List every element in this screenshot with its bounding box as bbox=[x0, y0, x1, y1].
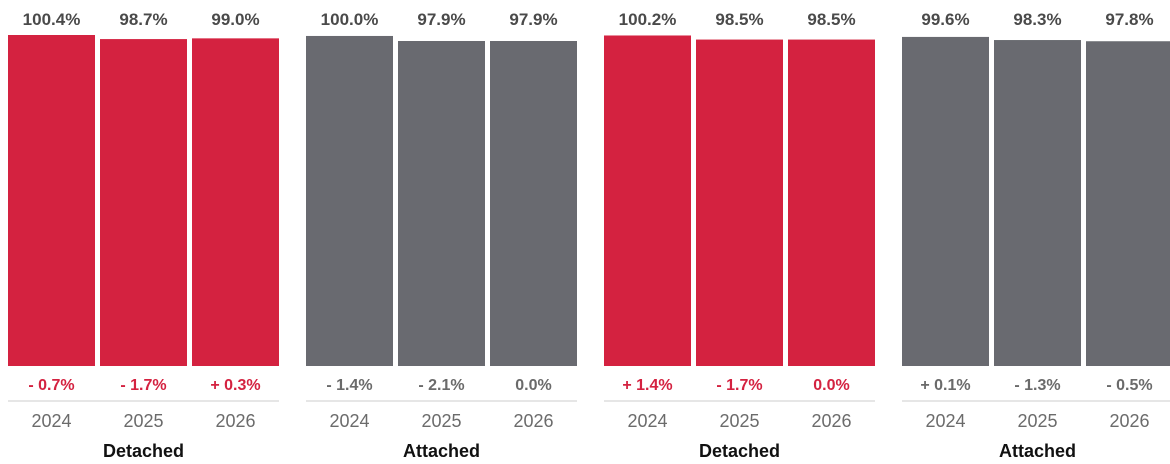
change-label: - 0.5% bbox=[1106, 377, 1152, 394]
x-tick-label: 2026 bbox=[1109, 411, 1149, 431]
value-label: 100.2% bbox=[619, 10, 677, 29]
bar-detached-2026 bbox=[788, 39, 875, 367]
group-label: Attached bbox=[999, 441, 1076, 461]
value-label: 100.0% bbox=[321, 10, 379, 29]
bar-detached-2025 bbox=[696, 39, 783, 367]
value-label: 98.7% bbox=[119, 10, 167, 29]
value-label: 98.5% bbox=[807, 10, 855, 29]
value-label: 97.9% bbox=[509, 10, 557, 29]
group-label: Detached bbox=[699, 441, 780, 461]
value-label: 97.9% bbox=[417, 10, 465, 29]
x-tick-label: 2025 bbox=[1017, 411, 1057, 431]
bar-attached-2026 bbox=[490, 41, 577, 366]
bar-detached-2024 bbox=[8, 35, 95, 366]
change-label: - 1.7% bbox=[716, 377, 762, 394]
group-label: Detached bbox=[103, 441, 184, 461]
value-label: 99.6% bbox=[921, 10, 969, 29]
change-label: 0.0% bbox=[813, 377, 849, 394]
bar-attached-2025 bbox=[398, 41, 485, 366]
change-label: - 1.3% bbox=[1014, 377, 1060, 394]
bar-attached-2026 bbox=[1086, 41, 1170, 367]
change-label: + 0.1% bbox=[920, 377, 970, 394]
x-tick-label: 2024 bbox=[627, 411, 667, 431]
change-label: - 1.4% bbox=[326, 377, 372, 394]
x-tick-label: 2024 bbox=[925, 411, 965, 431]
x-tick-label: 2025 bbox=[123, 411, 163, 431]
value-label: 98.5% bbox=[715, 10, 763, 29]
value-label: 100.4% bbox=[23, 10, 81, 29]
x-tick-label: 2024 bbox=[31, 411, 71, 431]
x-tick-label: 2026 bbox=[513, 411, 553, 431]
x-tick-label: 2025 bbox=[421, 411, 461, 431]
change-label: - 2.1% bbox=[418, 377, 464, 394]
panel-4: 99.6% + 0.1% 2024 98.3% - 1.3% 2025 97.8% - 0.5… bbox=[902, 10, 1170, 461]
panel-3: 100.2% + 1.4% 2024 98.5% - 1.7% 2025 98.5% 0.0%… bbox=[604, 10, 875, 461]
value-label: 99.0% bbox=[211, 10, 259, 29]
value-label: 97.8% bbox=[1105, 10, 1153, 29]
bar-attached-2024 bbox=[306, 35, 393, 367]
panel-2: 100.0% - 1.4% 2024 97.9% - 2.1% 2025 97.9% 0.0%… bbox=[306, 10, 577, 461]
bar-detached-2026 bbox=[192, 38, 279, 367]
x-tick-label: 2024 bbox=[329, 411, 369, 431]
value-label: 98.3% bbox=[1013, 10, 1061, 29]
change-label: + 1.4% bbox=[622, 377, 672, 394]
change-label: - 1.7% bbox=[120, 377, 166, 394]
bar-attached-2025 bbox=[994, 40, 1081, 366]
panel-1: 100.4% - 0.7% 2024 98.7% - 1.7% 2025 99.0% + 0.… bbox=[8, 10, 279, 461]
bar-detached-2024 bbox=[604, 35, 691, 366]
x-tick-label: 2025 bbox=[719, 411, 759, 431]
change-label: 0.0% bbox=[515, 377, 551, 394]
change-label: + 0.3% bbox=[210, 377, 260, 394]
group-label: Attached bbox=[403, 441, 480, 461]
bar-detached-2025 bbox=[100, 39, 187, 366]
x-tick-label: 2026 bbox=[215, 411, 255, 431]
bar-attached-2024 bbox=[902, 36, 989, 367]
x-tick-label: 2026 bbox=[811, 411, 851, 431]
change-label: - 0.7% bbox=[28, 377, 74, 394]
